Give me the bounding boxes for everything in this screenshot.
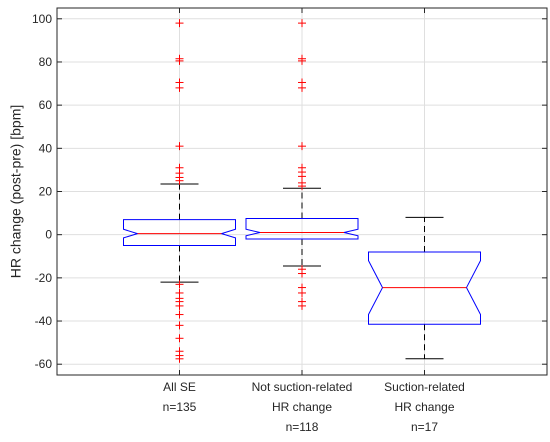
x-tick-label: n=118 [286, 420, 319, 434]
outlier-marker [298, 83, 306, 92]
notched-box [245, 217, 359, 240]
y-tick-label: 40 [39, 141, 53, 155]
outlier-marker [175, 301, 184, 310]
outlier-marker [175, 19, 184, 28]
outlier-marker [298, 288, 306, 297]
outlier-marker [298, 19, 306, 28]
outlier-marker [175, 310, 184, 319]
x-tick-label: HR change [394, 400, 454, 414]
y-tick-label: 100 [32, 12, 52, 26]
y-tick-label: -40 [35, 314, 53, 328]
notched-box [368, 251, 481, 325]
y-tick-label: 80 [39, 55, 53, 69]
y-axis-ticks: -60 -40 -20 0 20 40 60 80 100 [32, 12, 547, 371]
outlier-marker [175, 321, 184, 330]
outlier-marker [298, 56, 306, 65]
outlier-marker [175, 354, 184, 363]
x-axis-ticks: All SE n=135 Not suction-related HR change n… [163, 8, 465, 434]
box-series [123, 183, 481, 360]
outlier-marker [175, 142, 184, 151]
y-tick-label: -60 [35, 357, 53, 371]
y-tick-label: 60 [39, 98, 53, 112]
y-axis-label: HR change (post-pre) [bpm] [8, 105, 24, 279]
outlier-marker [175, 334, 184, 343]
x-tick-label: All SE [163, 380, 196, 394]
outlier-marker [298, 269, 306, 278]
x-tick-label: Suction-related [384, 380, 465, 394]
y-tick-label: 0 [45, 228, 52, 242]
outlier-marker [298, 301, 306, 310]
outlier-marker [298, 142, 306, 151]
outlier-marker [298, 182, 306, 191]
x-tick-label: n=17 [411, 420, 438, 434]
outlier-marker [175, 176, 184, 185]
box-group [123, 183, 236, 283]
x-tick-label: Not suction-related [252, 380, 353, 394]
outlier-marker [175, 280, 184, 289]
notched-box [123, 219, 236, 246]
y-tick-label: -20 [35, 271, 53, 285]
y-tick-label: 20 [39, 185, 53, 199]
box-group [368, 216, 481, 360]
x-tick-label: HR change [272, 400, 332, 414]
outlier-marker [175, 83, 184, 92]
x-tick-label: n=135 [163, 400, 197, 414]
outlier-marker [175, 56, 184, 65]
outlier-markers [175, 19, 306, 363]
